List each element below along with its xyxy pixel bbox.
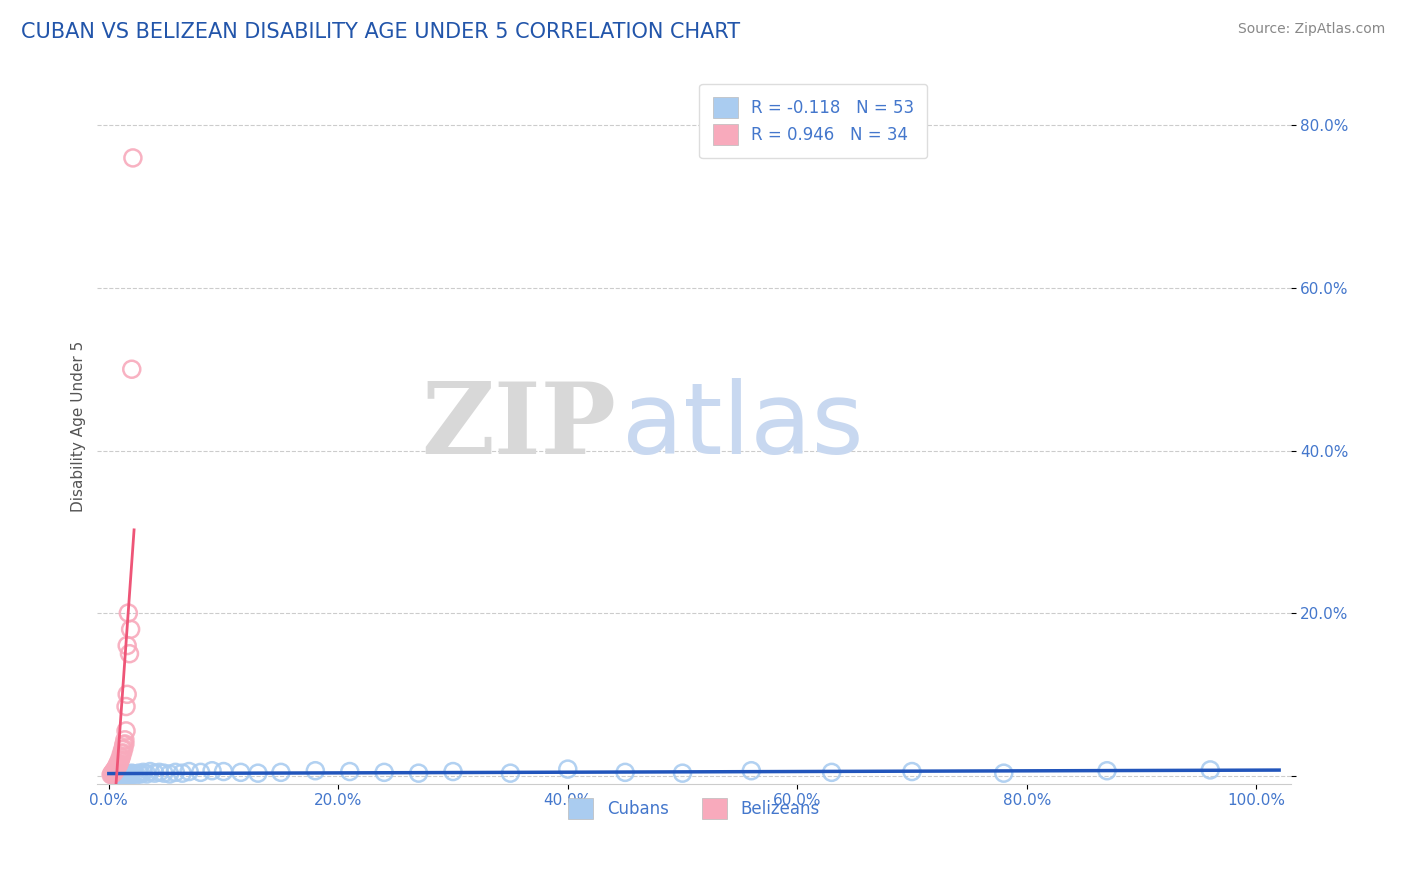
Point (104, 763, 127, 777)
Point (143, 766, 166, 780)
Point (104, 761, 127, 775)
Text: CUBAN VS BELIZEAN DISABILITY AGE UNDER 5 CORRELATION CHART: CUBAN VS BELIZEAN DISABILITY AGE UNDER 5… (21, 22, 740, 42)
Point (115, 723, 138, 738)
Point (172, 766, 194, 780)
Point (148, 765, 170, 780)
Point (101, 767, 124, 781)
Point (101, 766, 124, 780)
Point (179, 764, 201, 779)
Text: atlas: atlas (623, 377, 865, 475)
Point (132, 765, 155, 780)
Point (153, 766, 176, 780)
Point (139, 764, 162, 779)
Point (1199, 763, 1222, 777)
Point (111, 746, 134, 760)
Point (101, 768, 124, 782)
Point (114, 732, 136, 747)
Point (671, 766, 693, 780)
Point (408, 766, 430, 780)
Point (105, 759, 128, 773)
Point (1095, 764, 1118, 778)
Point (115, 699, 138, 714)
Point (110, 768, 132, 782)
Point (614, 765, 637, 780)
Point (190, 765, 212, 780)
Point (117, 768, 139, 782)
Point (112, 738, 135, 752)
Point (135, 767, 157, 781)
Point (112, 741, 135, 756)
Text: ZIP: ZIP (422, 377, 616, 475)
Point (110, 767, 132, 781)
Point (115, 639, 138, 653)
Point (901, 764, 924, 779)
Point (339, 764, 361, 779)
Point (107, 756, 129, 771)
Point (105, 760, 128, 774)
Point (128, 766, 150, 780)
Point (165, 765, 187, 780)
Point (110, 750, 132, 764)
Point (129, 767, 152, 781)
Point (110, 750, 132, 764)
Point (108, 756, 131, 771)
Point (103, 766, 125, 780)
Point (993, 766, 1015, 780)
Point (270, 765, 292, 780)
Point (120, 768, 142, 782)
Point (107, 759, 129, 773)
Point (201, 764, 224, 778)
Point (125, 768, 148, 782)
Point (110, 747, 132, 761)
Point (122, 767, 145, 781)
Point (121, 362, 143, 376)
Legend: Cubans, Belizeans: Cubans, Belizeans (562, 792, 827, 825)
Point (100, 768, 122, 782)
Point (118, 767, 141, 781)
Point (103, 764, 125, 779)
Point (112, 768, 135, 782)
Point (108, 754, 131, 768)
Point (159, 767, 181, 781)
Point (115, 767, 138, 781)
Point (115, 687, 138, 701)
Point (114, 737, 136, 751)
Point (121, 766, 143, 780)
Point (373, 765, 395, 780)
Point (107, 767, 129, 781)
Point (103, 768, 125, 782)
Point (441, 764, 464, 779)
Point (108, 768, 131, 782)
Point (110, 753, 132, 767)
Point (740, 764, 762, 778)
Point (821, 765, 844, 780)
Point (103, 763, 125, 777)
Point (111, 742, 134, 756)
Point (114, 767, 136, 781)
Point (105, 768, 128, 782)
Point (122, 151, 145, 165)
Point (304, 764, 326, 778)
Point (120, 623, 142, 637)
Point (103, 767, 125, 781)
Point (557, 762, 579, 776)
Point (111, 767, 134, 781)
Point (246, 766, 269, 780)
Point (229, 765, 252, 780)
Text: Source: ZipAtlas.com: Source: ZipAtlas.com (1237, 22, 1385, 37)
Point (117, 606, 139, 620)
Point (499, 766, 522, 780)
Y-axis label: Disability Age Under 5: Disability Age Under 5 (72, 341, 86, 512)
Point (118, 647, 141, 661)
Point (115, 768, 138, 782)
Point (212, 764, 235, 779)
Point (104, 766, 127, 780)
Point (103, 764, 125, 779)
